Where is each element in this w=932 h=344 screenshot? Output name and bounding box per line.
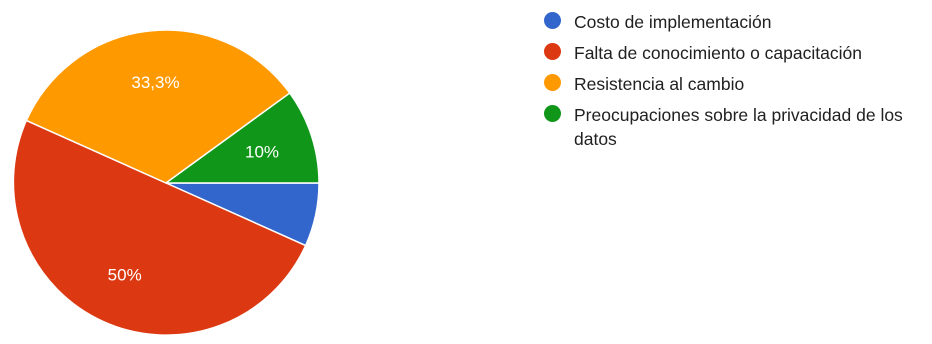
legend: Costo de implementación Falta de conocimi… bbox=[544, 10, 930, 158]
legend-label-1: Costo de implementación bbox=[574, 12, 772, 32]
pie-slice-4[interactable] bbox=[165, 92, 320, 184]
legend-swatch-3 bbox=[544, 74, 561, 91]
pie-slices bbox=[12, 29, 320, 336]
legend-swatch-2 bbox=[544, 43, 561, 60]
legend-label-2: Falta de conocimiento o capacitación bbox=[574, 43, 862, 63]
pie-slice-labels: 50% 33,3% 10% bbox=[108, 73, 279, 285]
legend-item-1[interactable]: Costo de implementación bbox=[544, 10, 930, 34]
data-label-4: 10% bbox=[245, 142, 279, 161]
data-label-2: 50% bbox=[108, 266, 142, 285]
data-label-3: 33,3% bbox=[131, 73, 179, 92]
legend-label-3: Resistencia al cambio bbox=[574, 74, 745, 94]
legend-swatch-1 bbox=[544, 12, 561, 29]
legend-item-2[interactable]: Falta de conocimiento o capacitación bbox=[544, 41, 930, 65]
legend-label-4: Preocupaciones sobre la privacidad de lo… bbox=[574, 105, 903, 149]
pie-slice-2[interactable] bbox=[12, 119, 307, 336]
legend-swatch-4 bbox=[544, 105, 561, 122]
legend-item-3[interactable]: Resistencia al cambio bbox=[544, 72, 930, 96]
pie-slice-3[interactable] bbox=[25, 29, 291, 184]
legend-item-4[interactable]: Preocupaciones sobre la privacidad de lo… bbox=[544, 103, 930, 151]
